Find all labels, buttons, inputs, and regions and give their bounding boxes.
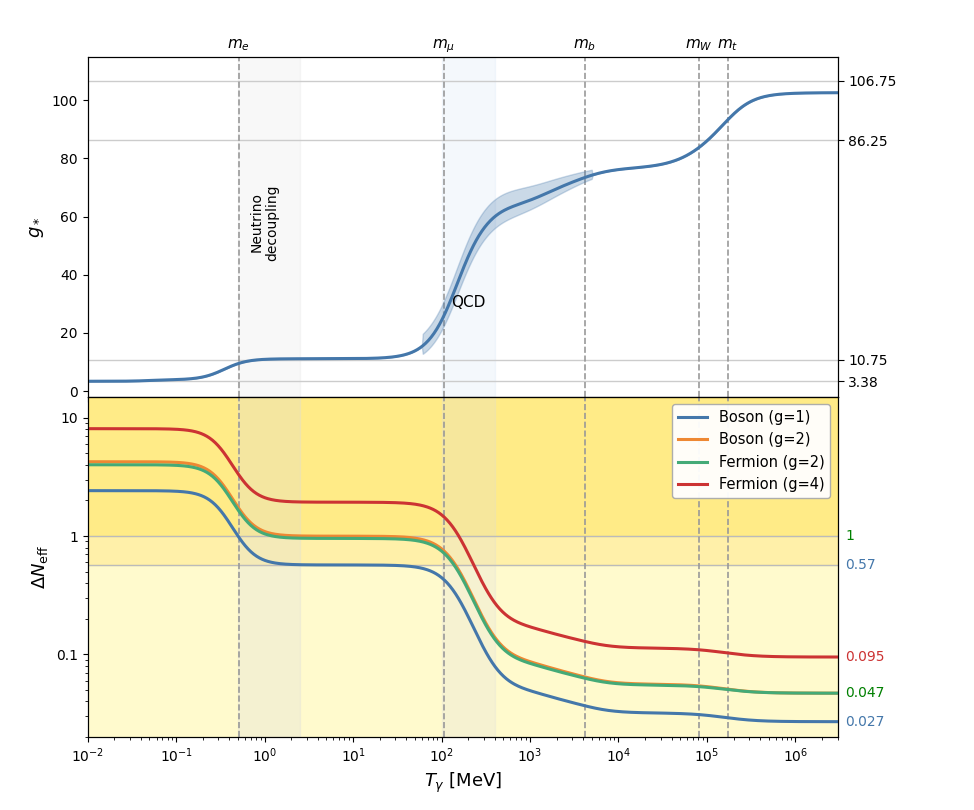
Boson (g=2) <box>537 661 548 671</box>
Text: 0.027: 0.027 <box>845 714 885 729</box>
Fermion (g=2) <box>728 685 739 695</box>
Fermion (g=4) <box>128 424 139 433</box>
Boson (g=2) <box>651 680 662 689</box>
Text: $m_e$: $m_e$ <box>227 37 250 53</box>
Fermion (g=4) <box>832 652 843 662</box>
Line: Fermion (g=2): Fermion (g=2) <box>88 465 838 693</box>
Bar <box>238 397 300 737</box>
Boson (g=1) <box>560 696 572 706</box>
Boson (g=2) <box>728 685 739 695</box>
Fermion (g=4) <box>728 649 739 659</box>
Boson (g=1) <box>651 708 662 718</box>
Fermion (g=4) <box>517 620 529 629</box>
Fermion (g=2) <box>128 460 139 470</box>
Boson (g=1) <box>128 486 139 496</box>
Boson (g=1) <box>517 684 529 693</box>
Fermion (g=4) <box>82 424 94 433</box>
Fermion (g=2) <box>832 688 843 698</box>
Fermion (g=2) <box>517 656 529 666</box>
Text: 1: 1 <box>845 529 854 543</box>
Text: $m_W$: $m_W$ <box>685 37 712 53</box>
Text: $m_{\mu}$: $m_{\mu}$ <box>432 37 455 55</box>
Bar <box>441 397 495 737</box>
Boson (g=2) <box>832 688 843 698</box>
Text: QCD: QCD <box>452 295 486 309</box>
Text: 0.57: 0.57 <box>845 558 877 572</box>
Fermion (g=4) <box>537 626 548 636</box>
Bar <box>88 397 838 565</box>
Fermion (g=2) <box>560 668 572 678</box>
Bar <box>441 57 495 397</box>
Text: $m_b$: $m_b$ <box>574 37 596 53</box>
Text: Neutrino
decoupling: Neutrino decoupling <box>249 184 280 261</box>
Boson (g=2) <box>82 457 94 467</box>
Boson (g=1) <box>728 714 739 723</box>
X-axis label: $T_{\gamma}$ [MeV]: $T_{\gamma}$ [MeV] <box>424 771 502 795</box>
Fermion (g=2) <box>537 663 548 672</box>
Text: 0.095: 0.095 <box>845 650 885 664</box>
Text: 0.047: 0.047 <box>845 686 885 700</box>
Bar <box>238 57 300 397</box>
Fermion (g=2) <box>82 460 94 470</box>
Boson (g=1) <box>537 689 548 699</box>
Y-axis label: $\Delta N_{\rm eff}$: $\Delta N_{\rm eff}$ <box>30 544 51 590</box>
Boson (g=1) <box>82 486 94 496</box>
Fermion (g=2) <box>651 680 662 690</box>
Fermion (g=4) <box>560 632 572 642</box>
Boson (g=2) <box>560 667 572 677</box>
Line: Boson (g=2): Boson (g=2) <box>88 462 838 693</box>
Legend: Boson (g=1), Boson (g=2), Fermion (g=2), Fermion (g=4): Boson (g=1), Boson (g=2), Fermion (g=2),… <box>672 404 831 497</box>
Fermion (g=4) <box>651 643 662 653</box>
Line: Boson (g=1): Boson (g=1) <box>88 491 838 722</box>
Boson (g=2) <box>517 654 529 664</box>
Text: $m_t$: $m_t$ <box>717 37 738 53</box>
Boson (g=1) <box>832 717 843 727</box>
Line: Fermion (g=4): Fermion (g=4) <box>88 428 838 657</box>
Bar <box>88 397 838 536</box>
Y-axis label: $g_*$: $g_*$ <box>28 216 46 237</box>
Boson (g=2) <box>128 457 139 467</box>
